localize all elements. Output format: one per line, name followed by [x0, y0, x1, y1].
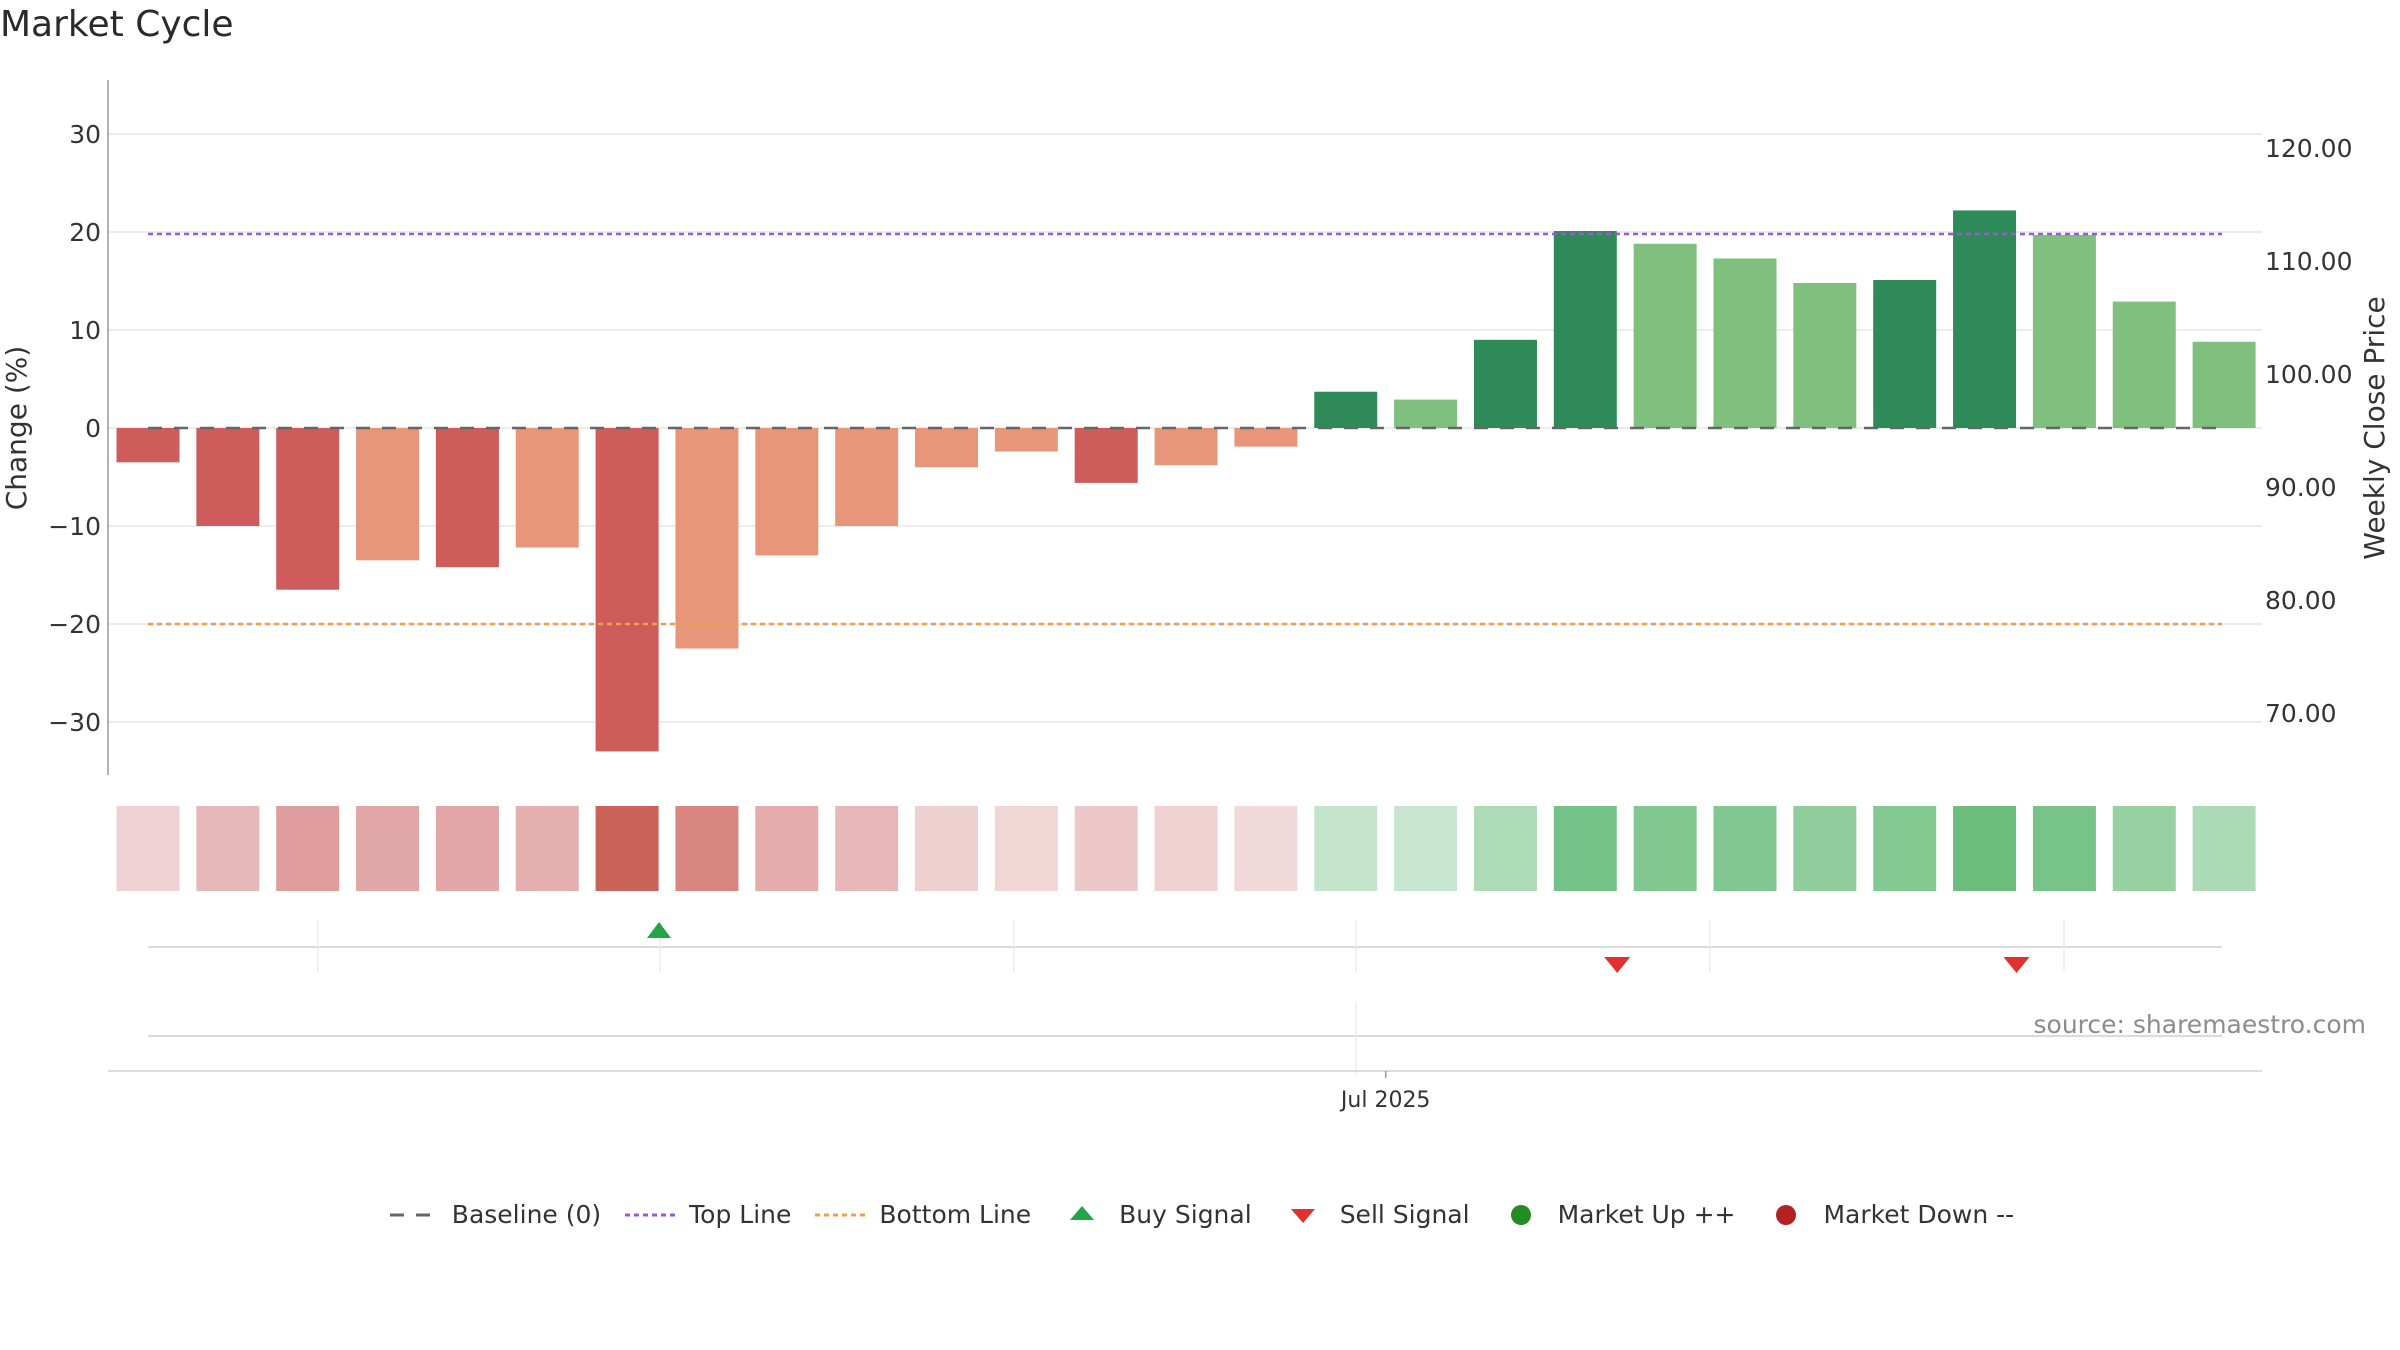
heat-strip-cell: [1314, 806, 1378, 891]
heat-strip-cell: [1953, 806, 2017, 891]
y-left-tick-label: −20: [48, 610, 101, 639]
y-left-tick-label: 0: [85, 414, 101, 443]
y-left-tick-label: 20: [69, 218, 101, 247]
y-left-axis-label: Change (%): [0, 346, 33, 511]
legend-item-bottom: Bottom Line: [813, 1200, 1031, 1229]
bar: [994, 428, 1058, 452]
legend-item-up: Market Up ++: [1492, 1200, 1736, 1229]
legend-label: Buy Signal: [1119, 1200, 1252, 1229]
legend-item-buy: Buy Signal: [1053, 1200, 1252, 1229]
sell-signal-marker: [1604, 957, 1631, 973]
bar: [1154, 428, 1218, 466]
buy-signal-marker: [647, 922, 672, 938]
heat-strip-cell: [2112, 806, 2176, 891]
legend-item-top: Top Line: [623, 1200, 791, 1229]
bar: [1793, 282, 1857, 428]
heat-strip-cell: [196, 806, 260, 891]
legend-item-sell: Sell Signal: [1274, 1200, 1470, 1229]
legend-item-down: Market Down --: [1757, 1200, 2014, 1229]
y-left-tick-label: −10: [48, 512, 101, 541]
sell-signal-marker: [2003, 957, 2030, 973]
legend-label: Top Line: [689, 1200, 792, 1229]
bar: [2192, 341, 2256, 428]
heat-strip-cell: [1234, 806, 1298, 891]
bar: [755, 428, 819, 556]
bar: [435, 428, 499, 568]
bar: [276, 428, 340, 590]
legend-swatch-down: [1757, 1203, 1815, 1227]
heat-strip-cell: [1074, 806, 1138, 891]
chart-title: Market Cycle: [0, 4, 234, 45]
heat-strip-cell: [675, 806, 739, 891]
legend-label: Sell Signal: [1339, 1200, 1470, 1229]
bar: [1234, 428, 1298, 447]
y-right-tick-label: 100.00: [2265, 360, 2352, 389]
heat-strip-cell: [1553, 806, 1617, 891]
heat-strip-cell: [1873, 806, 1937, 891]
bar: [1633, 243, 1697, 428]
bar: [1473, 339, 1537, 428]
legend-swatch-buy: [1053, 1203, 1111, 1227]
heat-strip-cell: [1154, 806, 1218, 891]
source-credit: source: sharemaestro.com: [2033, 1010, 2367, 1039]
heat-strip-cell: [835, 806, 899, 891]
legend-label: Market Down --: [1823, 1200, 2015, 1229]
y-right-tick-label: 120.00: [2265, 134, 2352, 163]
bar: [196, 428, 260, 526]
heat-strip-cell: [2032, 806, 2096, 891]
legend-label: Baseline (0): [451, 1200, 602, 1229]
bar: [1953, 210, 2017, 428]
heat-strip-cell: [595, 806, 659, 891]
bar: [1713, 258, 1777, 428]
bar: [1873, 280, 1937, 428]
bar: [675, 428, 739, 649]
bar: [1553, 231, 1617, 428]
heat-strip-cell: [755, 806, 819, 891]
y-right-axis-label: Weekly Close Price: [2358, 296, 2391, 559]
heat-strip-cell: [515, 806, 579, 891]
legend-label: Bottom Line: [879, 1200, 1032, 1229]
heat-strip-cell: [1633, 806, 1697, 891]
bar: [515, 428, 579, 548]
legend-swatch-top: [623, 1203, 681, 1227]
legend-swatch-up: [1492, 1203, 1550, 1227]
bar: [595, 428, 659, 752]
heat-strip-cell: [2192, 806, 2256, 891]
legend-item-baseline: Baseline (0): [386, 1200, 601, 1229]
heat-strip-cell: [435, 806, 499, 891]
y-left-tick-label: −30: [48, 708, 101, 737]
heat-strip-cell: [276, 806, 340, 891]
y-right-tick-label: 70.00: [2265, 699, 2337, 728]
y-right-tick-label: 80.00: [2265, 586, 2337, 615]
bar: [2032, 234, 2096, 428]
heat-strip-cell: [994, 806, 1058, 891]
heat-strip-cell: [915, 806, 978, 891]
bar: [1394, 399, 1458, 428]
heat-strip-cell: [356, 806, 420, 891]
x-tick-label: Jul 2025: [1339, 1088, 1431, 1113]
legend-swatch-baseline: [386, 1203, 444, 1227]
heat-strip-cell: [116, 806, 180, 891]
bar: [2112, 301, 2176, 428]
legend-swatch-sell: [1274, 1203, 1332, 1227]
bar: [835, 428, 899, 526]
bar: [356, 428, 420, 561]
bar: [1314, 391, 1378, 428]
heat-strip-cell: [1394, 806, 1458, 891]
bar: [915, 428, 978, 468]
y-left-tick-label: 30: [69, 120, 101, 149]
y-right-tick-label: 90.00: [2265, 473, 2337, 502]
heat-strip-cell: [1713, 806, 1777, 891]
heat-strip-cell: [1793, 806, 1857, 891]
legend-label: Market Up ++: [1557, 1200, 1736, 1229]
y-right-tick-label: 110.00: [2265, 247, 2352, 276]
chart-legend: Baseline (0) Top Line Bottom Line Buy Signa…: [0, 1200, 2400, 1229]
heat-strip-cell: [1473, 806, 1537, 891]
y-left-tick-label: 10: [69, 316, 101, 345]
legend-swatch-bottom: [813, 1203, 871, 1227]
bar: [1074, 428, 1138, 483]
bar: [116, 428, 180, 463]
